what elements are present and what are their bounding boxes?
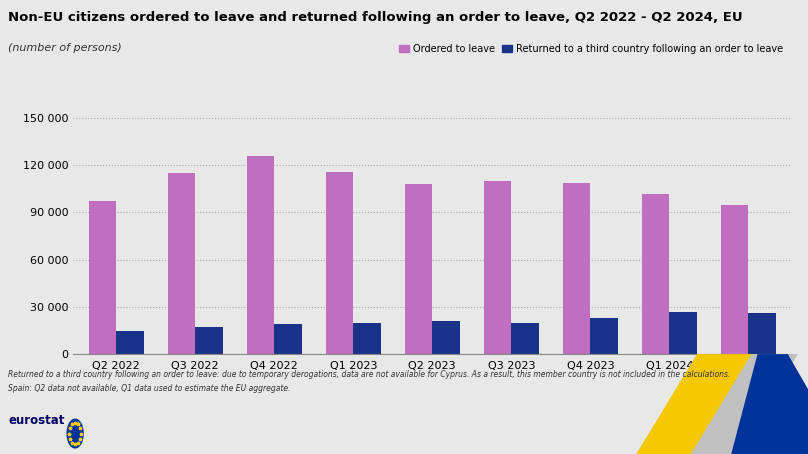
- Polygon shape: [731, 354, 808, 454]
- Bar: [721, 205, 748, 354]
- Bar: [432, 321, 460, 354]
- Bar: [274, 324, 302, 354]
- Bar: [511, 323, 539, 354]
- Bar: [669, 311, 697, 354]
- Bar: [89, 202, 116, 354]
- Bar: [246, 156, 274, 354]
- Text: (number of persons): (number of persons): [8, 43, 122, 53]
- Bar: [484, 181, 511, 354]
- Bar: [562, 183, 591, 354]
- Polygon shape: [691, 354, 797, 454]
- Bar: [748, 313, 776, 354]
- Text: eurostat: eurostat: [8, 414, 65, 427]
- Legend: Ordered to leave, Returned to a third country following an order to leave: Ordered to leave, Returned to a third co…: [395, 40, 787, 58]
- Bar: [326, 172, 353, 354]
- Text: Returned to a third country following an order to leave: due to temporary deroga: Returned to a third country following an…: [8, 370, 730, 379]
- Bar: [353, 323, 381, 354]
- Polygon shape: [637, 354, 777, 454]
- Bar: [405, 184, 432, 354]
- Bar: [116, 331, 144, 354]
- Circle shape: [67, 419, 83, 448]
- Bar: [642, 193, 669, 354]
- Text: Non-EU citizens ordered to leave and returned following an order to leave, Q2 20: Non-EU citizens ordered to leave and ret…: [8, 11, 743, 25]
- Bar: [196, 327, 223, 354]
- Bar: [167, 173, 196, 354]
- Text: ★: ★: [74, 421, 81, 427]
- Bar: [591, 318, 618, 354]
- Text: Spain: Q2 data not available, Q1 data used to estimate the EU aggregate.: Spain: Q2 data not available, Q1 data us…: [8, 384, 291, 393]
